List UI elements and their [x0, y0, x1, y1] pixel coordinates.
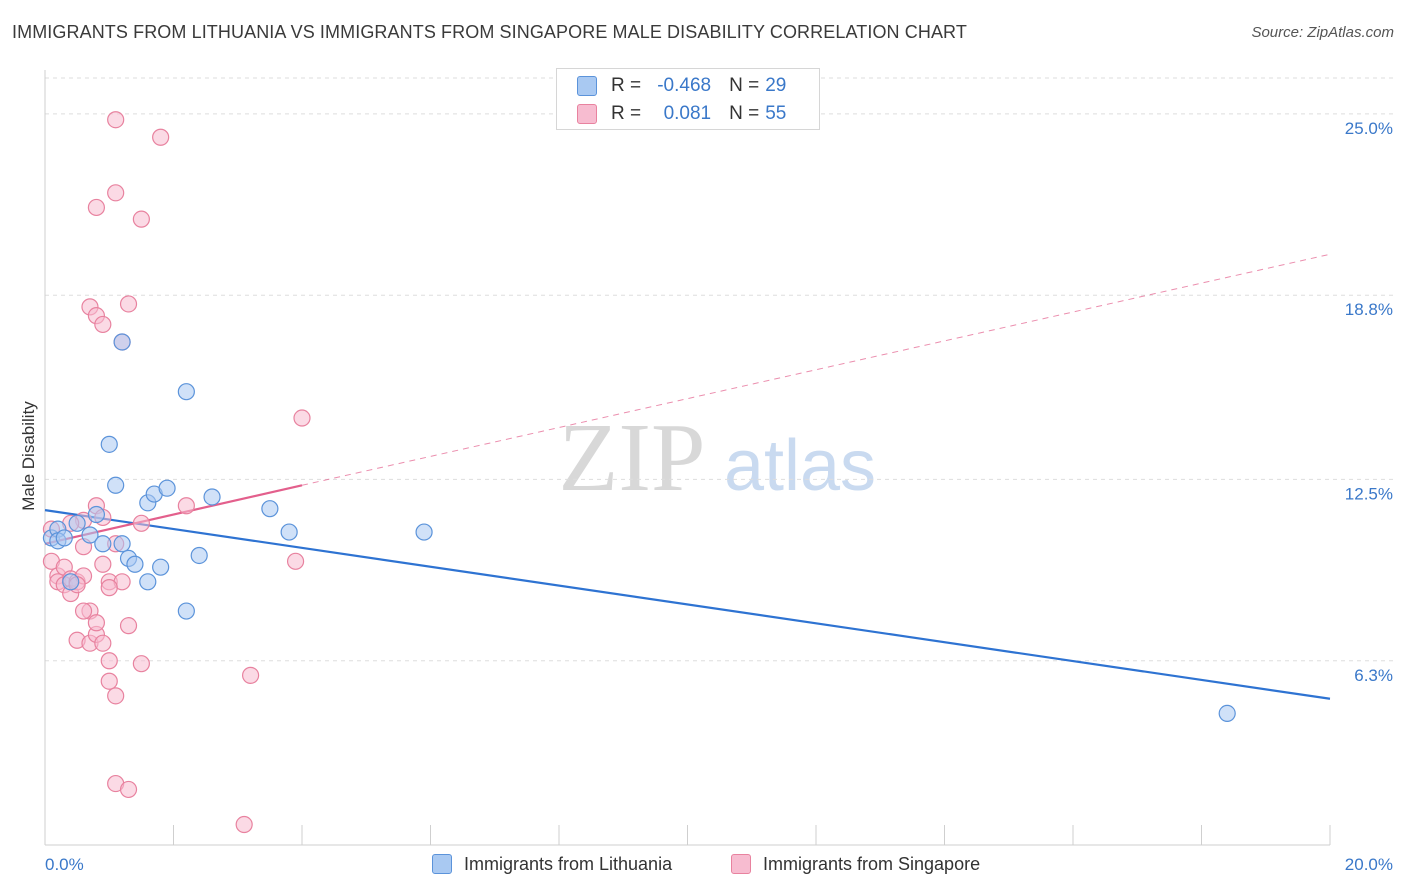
point-singapore: [132, 655, 150, 673]
point-singapore: [87, 198, 106, 217]
y-tick-label: 6.3%: [1354, 666, 1393, 685]
legend-r-value: -0.468: [657, 75, 712, 96]
point-singapore: [235, 815, 253, 834]
point-lithuania: [107, 476, 125, 494]
point-lithuania: [87, 505, 106, 524]
point-singapore: [100, 672, 118, 690]
point-lithuania: [152, 558, 170, 576]
bottom-legend-lithuania: Immigrants from Lithuania: [432, 850, 672, 878]
point-singapore: [132, 514, 150, 532]
point-singapore: [107, 111, 125, 129]
point-lithuania: [126, 555, 144, 573]
point-singapore: [177, 497, 195, 515]
y-tick-label: 25.0%: [1345, 119, 1393, 138]
point-singapore: [119, 780, 138, 799]
point-singapore: [152, 128, 170, 146]
legend-r-label: R =: [611, 103, 642, 124]
legend-swatch-lithuania: [577, 76, 597, 96]
point-lithuania: [113, 535, 131, 553]
point-singapore: [87, 614, 106, 632]
point-lithuania: [100, 435, 118, 453]
point-lithuania: [55, 529, 73, 547]
bottom-legend-swatch-lithuania: [432, 854, 452, 874]
point-singapore: [293, 409, 311, 427]
point-lithuania: [94, 535, 112, 553]
legend-n-value: 55: [765, 103, 787, 124]
point-lithuania: [81, 526, 99, 544]
trend-line-lithuania: [44, 509, 1331, 700]
legend-row-singapore: R = 0.081 N = 55: [577, 101, 786, 127]
correlation-legend: R = -0.468 N = 29 R = 0.081 N = 55: [556, 68, 820, 130]
point-lithuania: [62, 573, 80, 591]
legend-r-value: 0.081: [663, 103, 712, 124]
point-lithuania: [415, 523, 433, 541]
bottom-legend-label-lithuania: Immigrants from Lithuania: [464, 853, 673, 874]
legend-n-label: N =: [729, 103, 760, 124]
point-lithuania: [139, 573, 157, 591]
watermark-zip: ZIP: [559, 404, 706, 512]
watermark-atlas: atlas: [724, 426, 876, 506]
point-lithuania: [1218, 704, 1236, 722]
y-tick-label: 12.5%: [1345, 484, 1393, 503]
legend-swatch-singapore: [577, 104, 597, 124]
point-singapore: [100, 579, 118, 597]
point-lithuania: [113, 333, 131, 351]
bottom-legend-singapore: Immigrants from Singapore: [731, 850, 980, 878]
point-singapore: [119, 295, 138, 313]
x-tick-label: 20.0%: [1345, 855, 1393, 874]
point-lithuania: [190, 546, 208, 565]
legend-row-lithuania: R = -0.468 N = 29: [577, 73, 786, 99]
legend-n-label: N =: [729, 75, 760, 96]
point-singapore: [119, 617, 138, 635]
point-lithuania: [203, 488, 221, 506]
point-lithuania: [261, 500, 279, 518]
bottom-legend-swatch-singapore: [731, 854, 751, 874]
point-lithuania: [177, 383, 195, 401]
y-axis-label: Male Disability: [19, 401, 38, 511]
x-tick-label: 0.0%: [45, 855, 84, 874]
point-singapore: [94, 555, 112, 573]
point-lithuania: [280, 523, 298, 541]
point-singapore: [242, 666, 260, 684]
point-singapore: [107, 184, 125, 202]
point-lithuania: [68, 514, 86, 532]
bottom-legend-label-singapore: Immigrants from Singapore: [763, 853, 981, 874]
source-label: Source: ZipAtlas.com: [1251, 24, 1394, 41]
point-lithuania: [158, 479, 176, 497]
point-singapore: [286, 552, 305, 570]
point-singapore: [100, 652, 118, 670]
point-singapore: [74, 602, 93, 620]
legend-n-value: 29: [765, 75, 787, 96]
point-singapore: [94, 315, 112, 334]
point-lithuania: [177, 602, 195, 620]
legend-r-label: R =: [611, 75, 642, 96]
point-singapore: [132, 210, 150, 228]
chart-title: IMMIGRANTS FROM LITHUANIA VS IMMIGRANTS …: [12, 22, 967, 42]
point-singapore: [107, 687, 125, 705]
point-singapore: [94, 634, 112, 652]
y-tick-label: 18.8%: [1345, 300, 1393, 319]
